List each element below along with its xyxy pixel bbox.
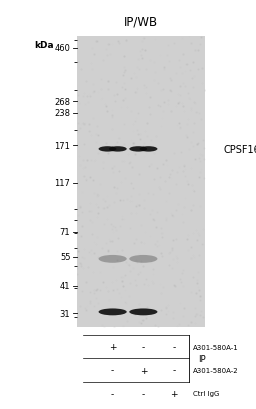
Text: IP: IP [198,354,205,363]
Text: 238: 238 [54,109,70,118]
Text: 55: 55 [60,253,70,262]
Ellipse shape [140,147,157,152]
Text: -: - [173,366,176,375]
Text: A301-580A-1: A301-580A-1 [193,344,239,350]
Ellipse shape [99,147,116,152]
Text: +: + [140,366,147,375]
Text: -: - [142,342,145,351]
Ellipse shape [99,255,127,263]
Text: 171: 171 [55,142,70,151]
Text: -: - [173,342,176,351]
Text: -: - [111,389,114,398]
Text: +: + [170,389,178,398]
Text: -: - [111,366,114,375]
Text: 268: 268 [54,97,70,106]
Text: -: - [142,389,145,398]
Text: IP/WB: IP/WB [124,15,158,28]
Ellipse shape [129,147,147,152]
Text: CPSF160: CPSF160 [224,144,256,155]
Ellipse shape [99,309,127,316]
Text: Ctrl IgG: Ctrl IgG [193,390,220,396]
Text: 117: 117 [55,179,70,188]
Text: kDa: kDa [34,40,54,49]
Text: 460: 460 [55,44,70,53]
Ellipse shape [109,147,127,152]
Text: A301-580A-2: A301-580A-2 [193,367,239,373]
Text: 71: 71 [60,228,70,237]
Ellipse shape [129,255,157,263]
Ellipse shape [129,309,157,316]
Text: 31: 31 [60,309,70,318]
Text: 41: 41 [60,282,70,291]
Text: +: + [109,342,116,351]
